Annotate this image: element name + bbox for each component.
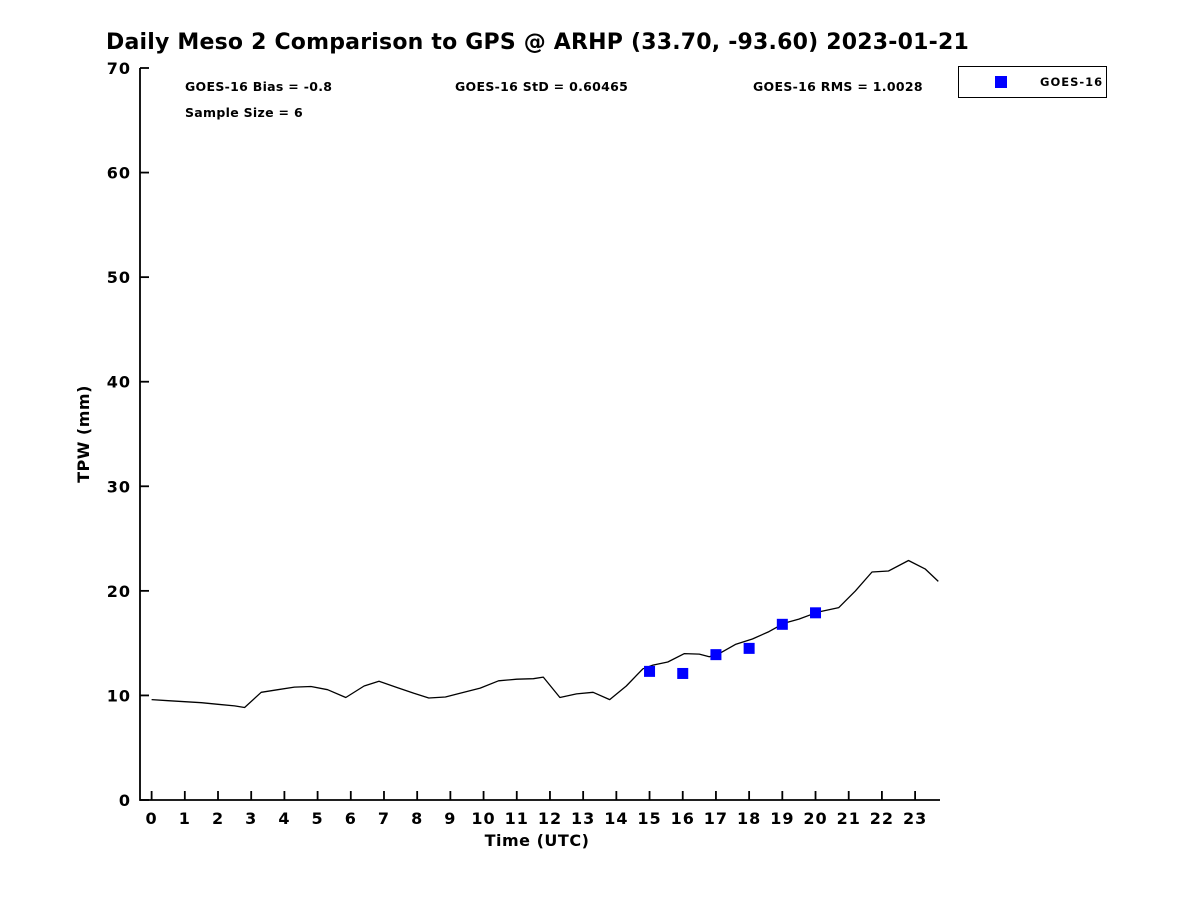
x-tick-label: 16 <box>671 809 695 828</box>
legend: GOES-16 <box>958 66 1107 98</box>
legend-label: GOES-16 <box>1040 75 1104 89</box>
x-tick-label: 13 <box>571 809 595 828</box>
x-tick-label: 5 <box>312 809 324 828</box>
x-tick-label: 12 <box>538 809 562 828</box>
y-tick-label: 20 <box>107 582 131 601</box>
chart-title: Daily Meso 2 Comparison to GPS @ ARHP (3… <box>106 30 969 55</box>
gps-line <box>151 559 939 709</box>
x-tick-label: 10 <box>471 809 495 828</box>
x-tick-label: 7 <box>378 809 390 828</box>
y-tick-label: 0 <box>119 791 131 810</box>
x-tick-label: 8 <box>411 809 423 828</box>
stat-bias: GOES-16 Bias = -0.8 <box>185 79 333 94</box>
x-tick-label: 23 <box>903 809 927 828</box>
goes16-marker <box>776 618 788 630</box>
y-tick-label: 70 <box>107 59 131 78</box>
stat-sample: Sample Size = 6 <box>185 105 303 120</box>
goes16-marker <box>810 607 822 619</box>
x-tick-label: 11 <box>505 809 529 828</box>
x-tick-label: 6 <box>345 809 357 828</box>
goes16-marker <box>644 665 656 677</box>
axis-spines <box>139 68 940 801</box>
x-tick-label: 21 <box>837 809 861 828</box>
x-tick-label: 15 <box>637 809 661 828</box>
y-axis-label: TPW (mm) <box>74 385 93 483</box>
x-tick-label: 22 <box>870 809 894 828</box>
goes16-marker <box>677 667 689 679</box>
x-axis-label: Time (UTC) <box>485 831 590 850</box>
x-tick-label: 9 <box>444 809 456 828</box>
x-tick-label: 20 <box>803 809 827 828</box>
legend-square-marker-icon <box>995 76 1007 88</box>
goes16-marker <box>743 642 755 654</box>
x-tick-label: 19 <box>770 809 794 828</box>
y-tick-label: 60 <box>107 164 131 183</box>
x-tick-label: 1 <box>179 809 191 828</box>
stat-rms: GOES-16 RMS = 1.0028 <box>753 79 923 94</box>
x-tick-label: 0 <box>146 809 158 828</box>
x-tick-label: 18 <box>737 809 761 828</box>
x-tick-label: 17 <box>704 809 728 828</box>
x-tick-label: 3 <box>245 809 257 828</box>
x-tick-label: 4 <box>278 809 290 828</box>
goes16-marker <box>710 649 722 661</box>
y-tick-label: 10 <box>107 686 131 705</box>
y-tick-label: 40 <box>107 373 131 392</box>
y-tick-label: 50 <box>107 268 131 287</box>
y-tick-label: 30 <box>107 477 131 496</box>
x-tick-label: 14 <box>604 809 628 828</box>
x-tick-label: 2 <box>212 809 224 828</box>
stat-std: GOES-16 StD = 0.60465 <box>455 79 629 94</box>
